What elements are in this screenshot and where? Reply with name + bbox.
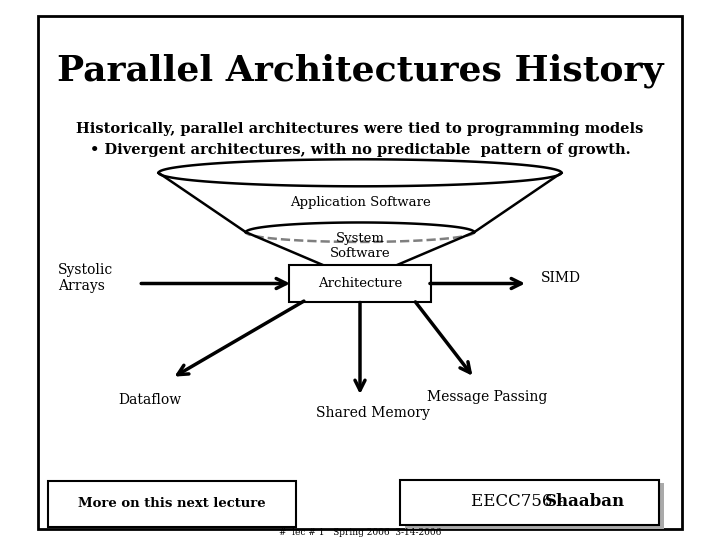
- FancyBboxPatch shape: [400, 480, 659, 525]
- Text: Historically, parallel architectures were tied to programming models: Historically, parallel architectures wer…: [76, 122, 644, 136]
- FancyBboxPatch shape: [37, 16, 683, 529]
- Text: Parallel Architectures History: Parallel Architectures History: [57, 54, 663, 89]
- Text: Systolic
Arrays: Systolic Arrays: [58, 263, 113, 293]
- Text: Dataflow: Dataflow: [118, 393, 181, 407]
- FancyBboxPatch shape: [289, 265, 431, 302]
- Text: #  lec # 1   Spring 2006  3-14-2006: # lec # 1 Spring 2006 3-14-2006: [279, 529, 441, 537]
- FancyBboxPatch shape: [48, 481, 296, 526]
- Text: Shared Memory: Shared Memory: [317, 406, 431, 420]
- Text: Shaaban: Shaaban: [544, 492, 625, 510]
- Text: EECC756 -: EECC756 -: [471, 492, 568, 510]
- Text: SIMD: SIMD: [541, 271, 581, 285]
- FancyBboxPatch shape: [405, 483, 664, 529]
- Text: Architecture: Architecture: [318, 277, 402, 290]
- Text: Application Software: Application Software: [289, 196, 431, 209]
- Text: Message Passing: Message Passing: [427, 390, 547, 404]
- Text: • Divergent architectures, with no predictable  pattern of growth.: • Divergent architectures, with no predi…: [90, 143, 630, 157]
- Text: System
Software: System Software: [330, 232, 390, 260]
- Text: More on this next lecture: More on this next lecture: [78, 497, 266, 510]
